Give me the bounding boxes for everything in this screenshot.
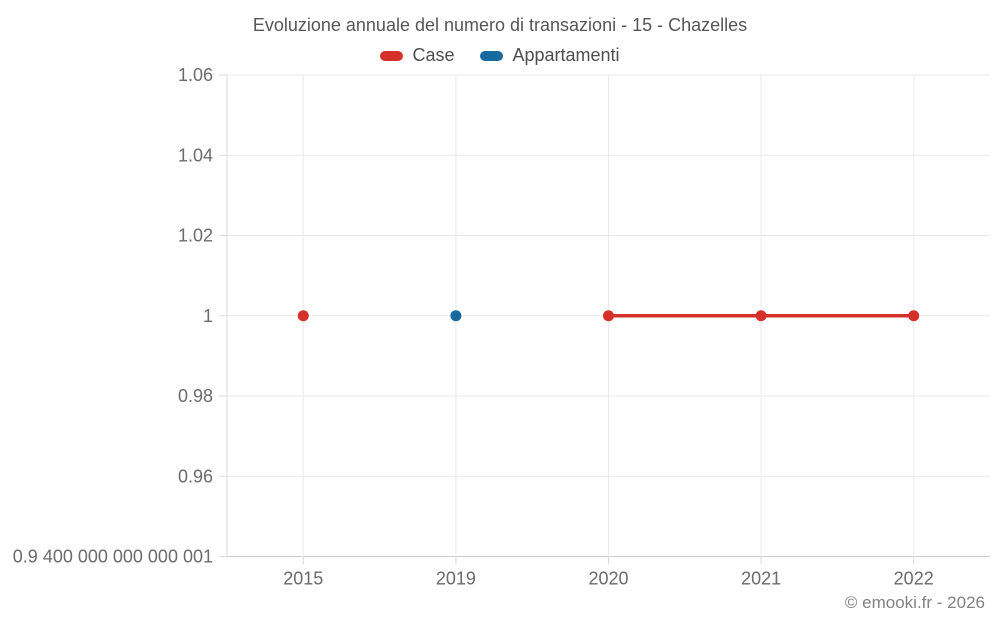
data-point-case-2020[interactable] <box>603 310 614 322</box>
y-axis-label: 1.02 <box>178 226 213 246</box>
y-axis-label: 1.06 <box>178 65 213 85</box>
y-axis-label: 0.9 400 000 000 000 001 <box>13 547 213 567</box>
x-axis-label: 2021 <box>741 569 781 589</box>
chart-title: Evoluzione annuale del numero di transaz… <box>252 15 748 35</box>
copyright-credit: © emooki.fr - 2026 <box>844 593 985 612</box>
data-point-appartamenti-2019[interactable] <box>450 310 462 322</box>
legend-item-appartamenti[interactable]: Appartamenti <box>480 45 620 66</box>
x-axis-label: 2020 <box>588 569 628 589</box>
y-axis-label: 1 <box>203 306 213 326</box>
legend-item-case[interactable]: Case <box>380 45 454 66</box>
case-series-swatch-icon <box>380 50 404 61</box>
legend-label: Appartamenti <box>512 45 620 65</box>
y-axis-label: 0.98 <box>178 386 213 406</box>
legend-label: Case <box>412 45 455 65</box>
appartamenti-series-swatch-icon <box>480 50 504 61</box>
data-point-case-2022[interactable] <box>908 310 920 322</box>
x-axis-label: 2022 <box>894 569 934 589</box>
data-point-case-2021[interactable] <box>755 310 767 322</box>
x-axis-label: 2019 <box>436 569 476 589</box>
data-point-case-2015[interactable] <box>297 310 309 322</box>
y-axis-label: 0.96 <box>178 466 213 486</box>
legend: Case Appartamenti <box>0 45 1000 66</box>
y-axis-label: 1.04 <box>178 145 213 165</box>
x-axis-label: 2015 <box>283 569 323 589</box>
